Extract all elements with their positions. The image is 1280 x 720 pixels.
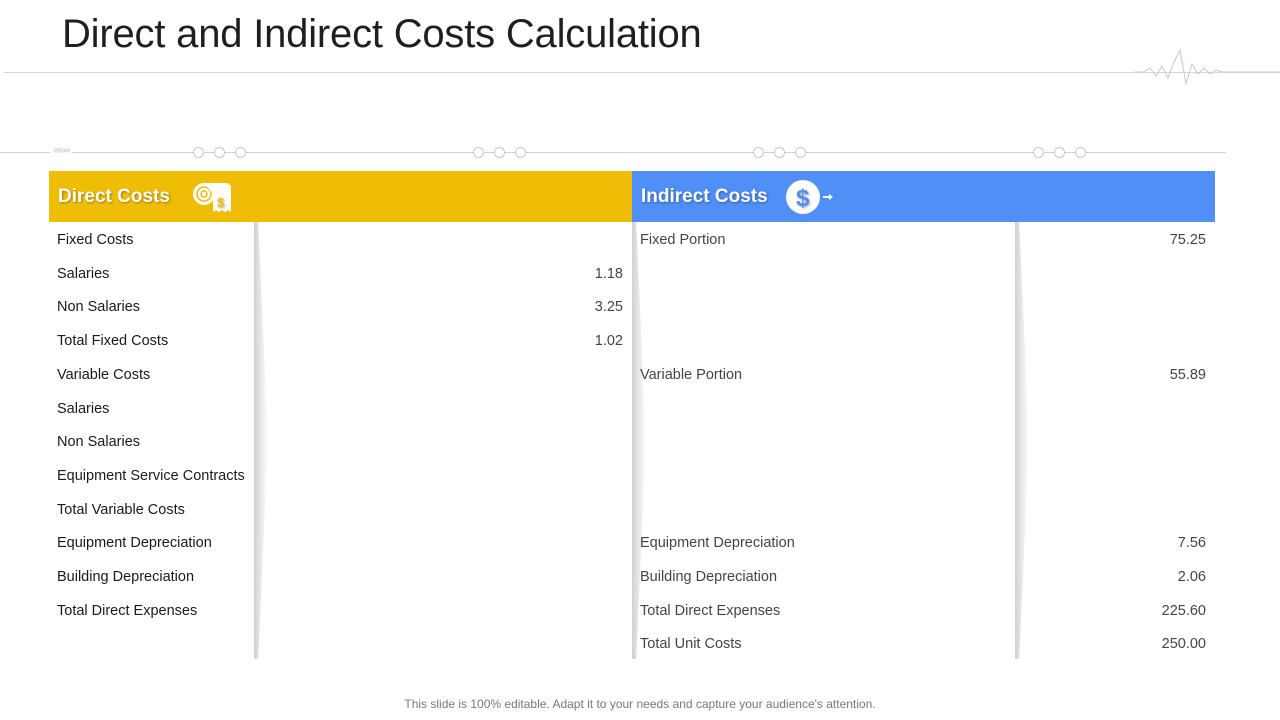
indirect-row-label: Building Depreciation bbox=[640, 569, 778, 585]
direct-costs-header: Direct Costs $ bbox=[49, 171, 632, 222]
direct-row-value: 3.25 bbox=[594, 299, 623, 315]
page-title: Direct and Indirect Costs Calculation bbox=[62, 12, 702, 56]
indirect-row-value: 7.56 bbox=[1177, 535, 1206, 551]
dots-group bbox=[753, 147, 806, 159]
direct-row-label: Building Depreciation bbox=[57, 569, 195, 585]
dots-group bbox=[1033, 147, 1086, 159]
indirect-row-value: 55.89 bbox=[1169, 367, 1206, 383]
svg-text:$: $ bbox=[796, 185, 810, 212]
column-shadow bbox=[632, 222, 646, 659]
indirect-costs-title: Indirect Costs bbox=[641, 185, 768, 207]
direct-row-label: Non Salaries bbox=[57, 434, 141, 450]
indirect-costs-header: Indirect Costs $ bbox=[632, 171, 1215, 222]
direct-row-label: Variable Costs bbox=[57, 367, 151, 383]
indirect-row-value: 75.25 bbox=[1169, 232, 1206, 248]
direct-row-value: 1.18 bbox=[594, 266, 623, 282]
dots-group bbox=[193, 147, 246, 159]
indirect-row-label: Total Unit Costs bbox=[640, 636, 742, 652]
indirect-row-label: Equipment Depreciation bbox=[640, 535, 795, 551]
direct-row-label: Equipment Service Contracts bbox=[57, 468, 245, 484]
indirect-row-label: Fixed Portion bbox=[640, 232, 726, 248]
indirect-row-value: 2.06 bbox=[1177, 569, 1206, 585]
direct-row-label: Total Fixed Costs bbox=[57, 333, 169, 349]
title-divider bbox=[4, 72, 1280, 73]
dollar-arrow-icon: $ bbox=[785, 179, 834, 215]
indirect-row-value: 250.00 bbox=[1161, 636, 1206, 652]
direct-row-label: Salaries bbox=[57, 266, 110, 282]
direct-row-label: Total Variable Costs bbox=[57, 502, 185, 518]
direct-costs-title: Direct Costs bbox=[58, 185, 170, 207]
indirect-row-label: Total Direct Expenses bbox=[640, 603, 781, 619]
dots-group bbox=[473, 147, 526, 159]
direct-row-label: Non Salaries bbox=[57, 299, 141, 315]
indirect-row-label: Variable Portion bbox=[640, 367, 743, 383]
money-roll-icon: $ bbox=[192, 180, 232, 214]
svg-text:$: $ bbox=[217, 195, 225, 210]
direct-row-label: Total Direct Expenses bbox=[57, 603, 198, 619]
decorative-timeline bbox=[0, 152, 1226, 153]
footer-note: This slide is 100% editable. Adapt it to… bbox=[404, 697, 876, 711]
direct-row-label: Fixed Costs bbox=[57, 232, 134, 248]
pulse-line-icon bbox=[1134, 48, 1280, 85]
direct-row-value: 1.02 bbox=[594, 333, 623, 349]
direct-row-label: Equipment Depreciation bbox=[57, 535, 212, 551]
column-shadow bbox=[254, 222, 268, 659]
column-shadow bbox=[1015, 222, 1029, 659]
direct-row-label: Salaries bbox=[57, 401, 110, 417]
chevrons-icon: ››››››› bbox=[50, 145, 73, 156]
indirect-row-value: 225.60 bbox=[1161, 603, 1206, 619]
